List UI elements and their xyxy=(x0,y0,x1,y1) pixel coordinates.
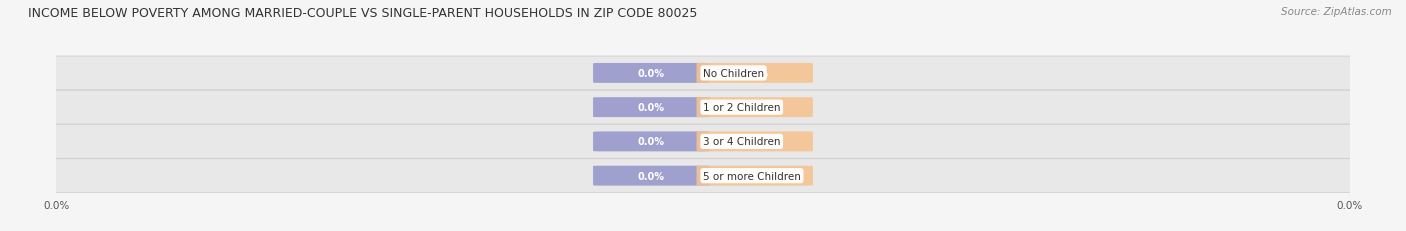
FancyBboxPatch shape xyxy=(44,57,1362,90)
Text: 0.0%: 0.0% xyxy=(638,137,665,147)
FancyBboxPatch shape xyxy=(593,166,710,186)
Text: 0.0%: 0.0% xyxy=(741,69,768,79)
Text: 0.0%: 0.0% xyxy=(741,171,768,181)
Text: No Children: No Children xyxy=(703,69,763,79)
Text: 1 or 2 Children: 1 or 2 Children xyxy=(703,103,780,113)
Text: 5 or more Children: 5 or more Children xyxy=(703,171,801,181)
FancyBboxPatch shape xyxy=(44,91,1362,125)
FancyBboxPatch shape xyxy=(44,159,1362,193)
Text: Source: ZipAtlas.com: Source: ZipAtlas.com xyxy=(1281,7,1392,17)
Text: 0.0%: 0.0% xyxy=(741,137,768,147)
FancyBboxPatch shape xyxy=(44,125,1362,158)
FancyBboxPatch shape xyxy=(593,132,710,152)
FancyBboxPatch shape xyxy=(696,64,813,84)
FancyBboxPatch shape xyxy=(696,166,813,186)
FancyBboxPatch shape xyxy=(696,98,813,118)
Text: INCOME BELOW POVERTY AMONG MARRIED-COUPLE VS SINGLE-PARENT HOUSEHOLDS IN ZIP COD: INCOME BELOW POVERTY AMONG MARRIED-COUPL… xyxy=(28,7,697,20)
Text: 0.0%: 0.0% xyxy=(741,103,768,113)
FancyBboxPatch shape xyxy=(593,98,710,118)
Text: 0.0%: 0.0% xyxy=(638,171,665,181)
FancyBboxPatch shape xyxy=(593,64,710,84)
Text: 3 or 4 Children: 3 or 4 Children xyxy=(703,137,780,147)
FancyBboxPatch shape xyxy=(696,132,813,152)
Text: 0.0%: 0.0% xyxy=(638,103,665,113)
Text: 0.0%: 0.0% xyxy=(638,69,665,79)
